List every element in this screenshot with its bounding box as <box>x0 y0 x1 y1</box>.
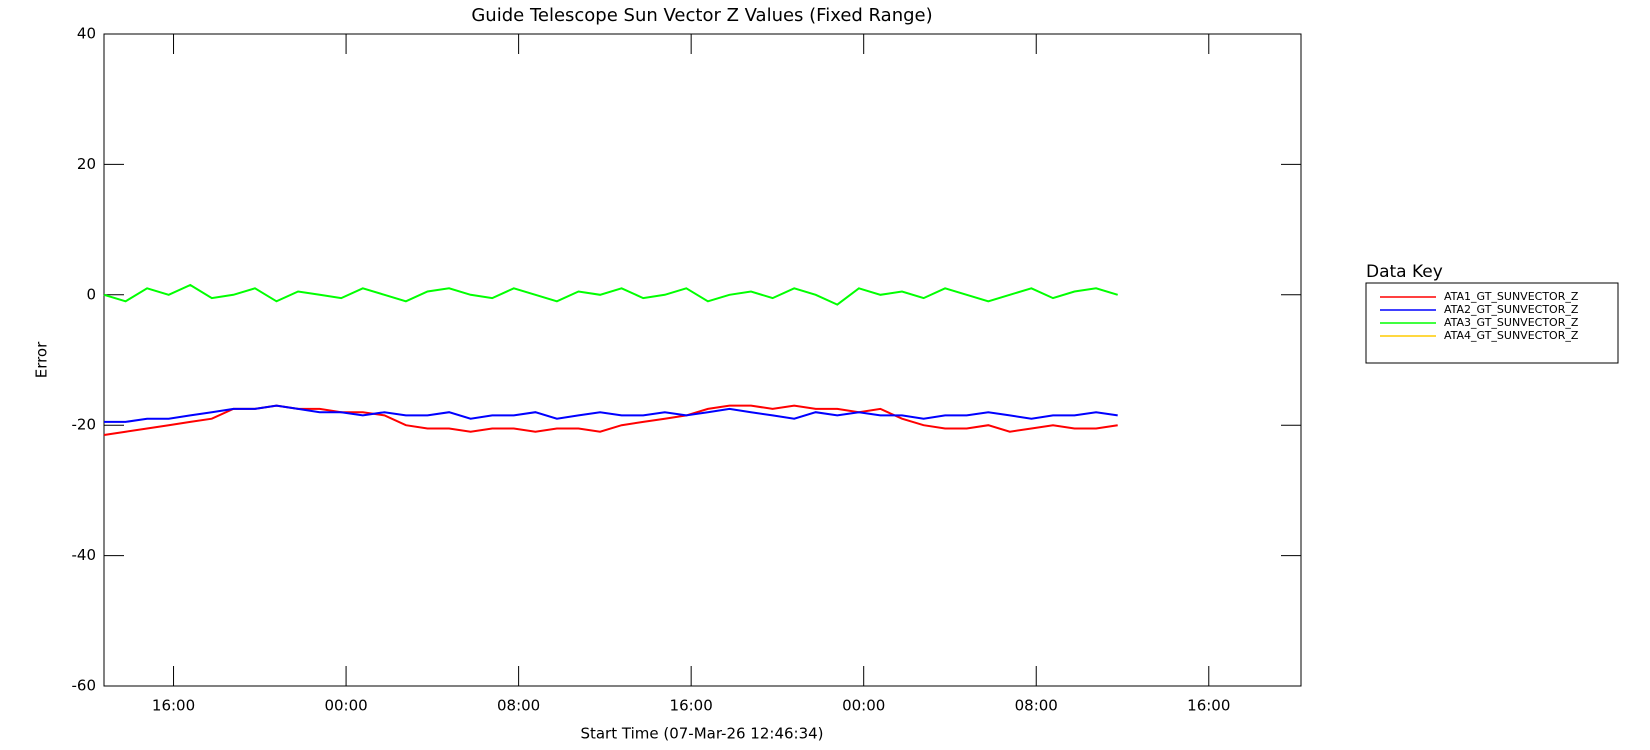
legend-label: ATA3_GT_SUNVECTOR_Z <box>1444 316 1579 329</box>
legend-label: ATA1_GT_SUNVECTOR_Z <box>1444 290 1579 303</box>
x-tick-label: 08:00 <box>1015 697 1058 715</box>
y-tick-label: 20 <box>77 155 96 173</box>
x-tick-label: 00:00 <box>842 697 885 715</box>
x-tick-label: 00:00 <box>324 697 367 715</box>
y-axis-label: Error <box>33 341 51 378</box>
chart-title: Guide Telescope Sun Vector Z Values (Fix… <box>471 5 932 26</box>
legend-label: ATA4_GT_SUNVECTOR_Z <box>1444 329 1579 342</box>
y-tick-label: 0 <box>86 285 96 303</box>
series-line <box>103 283 1118 306</box>
legend-label: ATA2_GT_SUNVECTOR_Z <box>1444 303 1579 316</box>
y-tick-label: -20 <box>72 416 97 434</box>
x-tick-label: 08:00 <box>497 697 540 715</box>
y-tick-label: -60 <box>72 677 97 695</box>
series-line <box>104 404 1118 423</box>
legend-title: Data Key <box>1366 262 1443 282</box>
x-tick-label: 16:00 <box>670 697 713 715</box>
x-tick-label: 16:00 <box>1187 697 1230 715</box>
plot-frame <box>103 33 1302 687</box>
series-line <box>103 404 1118 436</box>
x-tick-label: 16:00 <box>152 697 195 715</box>
y-tick-label: -40 <box>72 546 97 564</box>
x-axis-label: Start Time (07-Mar-26 12:46:34) <box>580 725 823 743</box>
y-tick-label: 40 <box>77 25 96 43</box>
